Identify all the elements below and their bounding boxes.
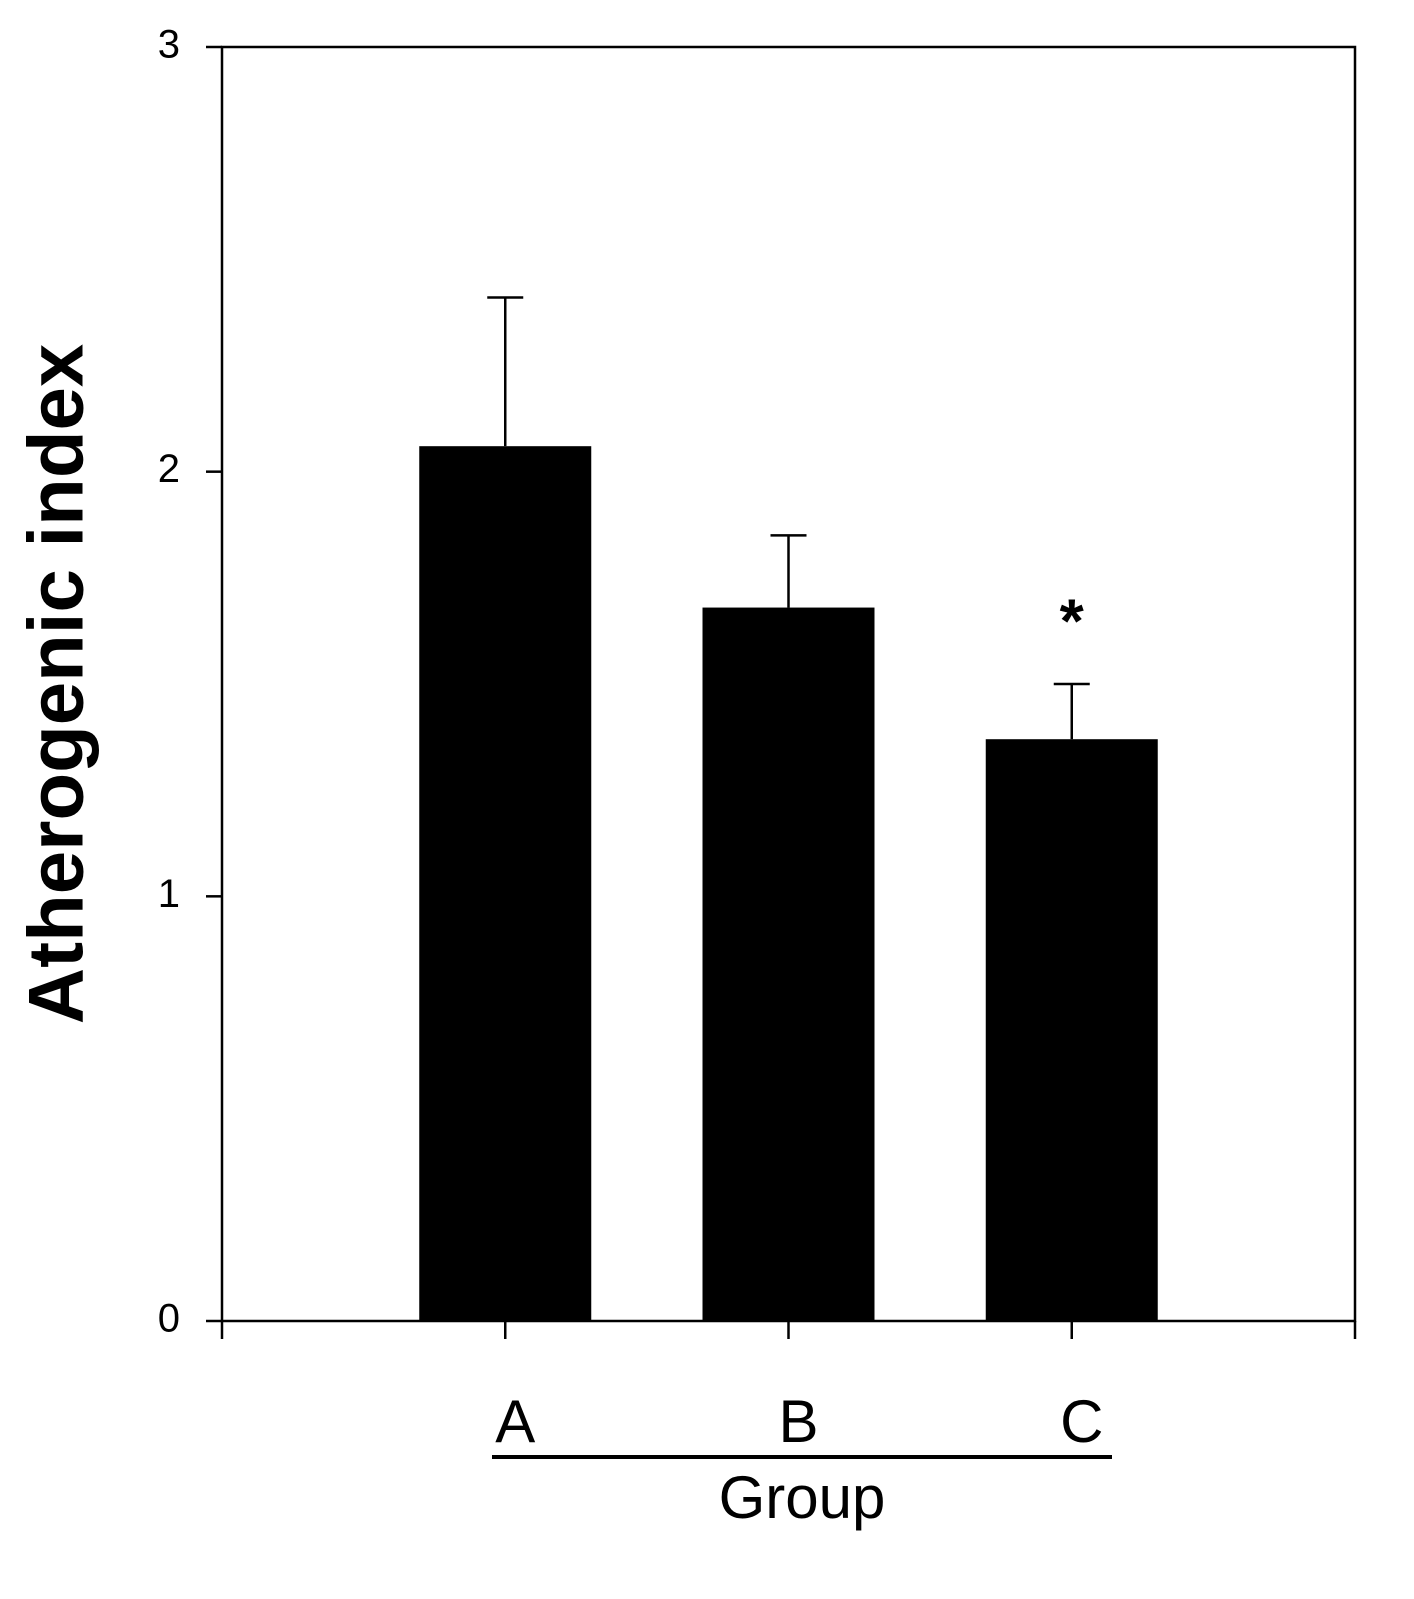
- bar: [702, 607, 875, 1321]
- error-bar: [1053, 682, 1090, 740]
- bar: [985, 739, 1158, 1321]
- y-tick-label: 1: [158, 872, 180, 916]
- y-tick-label: 0: [158, 1297, 180, 1341]
- y-tick-label: 2: [158, 447, 180, 491]
- significance-marker: *: [1060, 587, 1085, 656]
- x-tick-label: B: [778, 1388, 818, 1455]
- error-bar: [770, 534, 807, 608]
- x-tick-label: A: [495, 1388, 535, 1455]
- error-bar: [487, 296, 524, 447]
- y-tick-label: 3: [158, 23, 180, 67]
- x-axis-title: Group: [719, 1464, 886, 1531]
- bar: [419, 446, 592, 1322]
- y-axis-title: Atherogenic index: [12, 344, 100, 1024]
- x-tick-label: C: [1060, 1388, 1103, 1455]
